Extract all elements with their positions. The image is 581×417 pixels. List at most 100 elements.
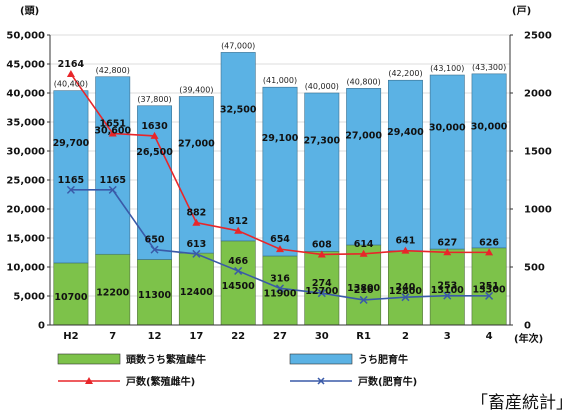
total-label: (47,000)	[221, 41, 255, 50]
breeding-farms-label: 1651	[100, 118, 126, 129]
category-label: 2	[402, 331, 409, 342]
category-label: 7	[109, 331, 116, 342]
point-breeding-farms	[317, 250, 326, 258]
left-tick-label: 35,000	[6, 118, 45, 129]
point-breeding-farms	[485, 248, 494, 256]
bar-fattening-heads	[262, 86, 298, 257]
point-breeding-farms	[108, 129, 117, 137]
legend-label-breeding-heads: 頭数うち繁殖雌牛	[126, 353, 206, 366]
bar-breeding-heads	[220, 240, 256, 326]
point-fattening-farms	[150, 245, 159, 254]
fattening-farms-label: 216	[354, 285, 374, 296]
right-tick-label: 2000	[524, 89, 552, 100]
bar-fattening-heads	[95, 76, 131, 255]
total-label: (41,000)	[263, 76, 297, 85]
fattening-farms-label: 316	[270, 273, 290, 284]
bar-breeding-heads	[137, 259, 172, 326]
right-tick-label: 1000	[524, 205, 552, 216]
fattening-farms-label: 251	[479, 281, 499, 292]
point-fattening-farms	[485, 291, 494, 300]
fattening-heads-label: 27,300	[303, 136, 340, 147]
breeding-farms-label: 614	[354, 239, 374, 250]
right-unit-label: (戸)	[512, 5, 531, 17]
breeding-heads-label: 12700	[305, 286, 338, 297]
fattening-farms-label: 240	[396, 282, 416, 293]
breeding-heads-label: 11900	[263, 288, 296, 299]
legend-swatch-fattening-heads	[289, 353, 353, 365]
category-label: 4	[486, 331, 493, 342]
point-breeding-farms	[359, 249, 368, 257]
fattening-heads-label: 29,100	[262, 133, 299, 144]
total-label: (42,800)	[96, 66, 130, 75]
point-breeding-farms	[192, 218, 201, 226]
right-tick-label: 2500	[524, 31, 552, 42]
point-fattening-farms	[275, 284, 285, 293]
right-tick-label: 0	[524, 321, 531, 332]
breeding-heads-label: 12800	[389, 286, 422, 297]
left-tick-label: 5,000	[13, 292, 45, 303]
bar-fattening-heads	[53, 90, 89, 264]
total-label: (43,300)	[472, 63, 506, 72]
category-label: 30	[315, 331, 329, 342]
bar-breeding-heads	[471, 247, 507, 326]
point-breeding-farms	[234, 226, 243, 234]
bar-fattening-heads	[346, 88, 382, 246]
point-breeding-farms	[66, 69, 75, 77]
breeding-farms-label: 812	[228, 216, 248, 227]
breeding-farms-label: 627	[437, 237, 457, 248]
point-fattening-farms	[359, 295, 368, 304]
category-label: 3	[444, 331, 451, 342]
fattening-heads-label: 26,500	[136, 147, 173, 158]
breeding-farms-label: 654	[270, 234, 290, 245]
point-fattening-farms	[192, 249, 201, 258]
left-unit-label: (頭)	[20, 5, 39, 17]
tick-labels: 0 5,000 10,000 15,000 20,000 25,000 30,000 35,0…	[6, 31, 551, 343]
breeding-farms-label: 608	[312, 239, 332, 250]
fattening-heads-label: 30,000	[429, 123, 466, 134]
total-label: (43,100)	[430, 64, 464, 73]
fattening-farms-label: 253	[437, 281, 457, 292]
total-label: (40,000)	[305, 82, 339, 91]
total-label: (37,800)	[137, 95, 171, 104]
fattening-heads-label: 29,400	[387, 127, 424, 138]
category-label: 17	[189, 331, 203, 342]
bar-breeding-heads	[304, 251, 340, 326]
bar-fattening-heads	[429, 74, 465, 250]
right-tick-label: 500	[524, 263, 545, 274]
bar-fattening-heads	[388, 79, 423, 252]
breeding-farms-label: 1630	[141, 121, 168, 132]
total-label: (42,200)	[388, 69, 422, 78]
fattening-farms-label: 1165	[100, 175, 126, 186]
legend-label-breeding-farms: 戸数(繁殖雌牛)	[126, 375, 195, 388]
fattening-farms-label: 466	[228, 256, 248, 267]
total-label: (40,800)	[347, 77, 381, 86]
point-fattening-farms	[443, 291, 452, 300]
breeding-heads-label: 13100	[431, 285, 464, 296]
bar-breeding-heads	[262, 255, 298, 326]
fattening-heads-label: 29,700	[53, 138, 90, 149]
legend-swatch-breeding-heads	[57, 353, 121, 365]
fattening-farms-label: 650	[145, 235, 165, 246]
category-label: H2	[63, 331, 78, 342]
legend-marker-breeding-farms	[85, 377, 93, 384]
left-tick-label: 10,000	[6, 263, 45, 274]
left-tick-label: 30,000	[6, 147, 45, 158]
fattening-farms-label: 613	[186, 239, 206, 250]
breeding-farms-label: 641	[396, 236, 416, 247]
bars	[53, 52, 507, 326]
left-tick-label: 15,000	[6, 234, 45, 245]
fattening-heads-label: 27,000	[178, 139, 215, 150]
left-tick-label: 40,000	[6, 89, 45, 100]
fattening-farms-label: 274	[312, 278, 332, 289]
bar-fattening-heads	[304, 92, 340, 252]
category-label: 27	[273, 331, 287, 342]
left-tick-label: 0	[38, 321, 45, 332]
breeding-heads-label: 11300	[138, 290, 171, 301]
point-breeding-farms	[276, 245, 284, 253]
x-unit-label: (年次)	[514, 332, 543, 345]
fattening-heads-label: 27,000	[345, 130, 382, 141]
breeding-heads-label: 10700	[54, 292, 87, 303]
point-breeding-farms	[150, 131, 159, 139]
legend-marker-fattening-farms	[317, 377, 325, 385]
